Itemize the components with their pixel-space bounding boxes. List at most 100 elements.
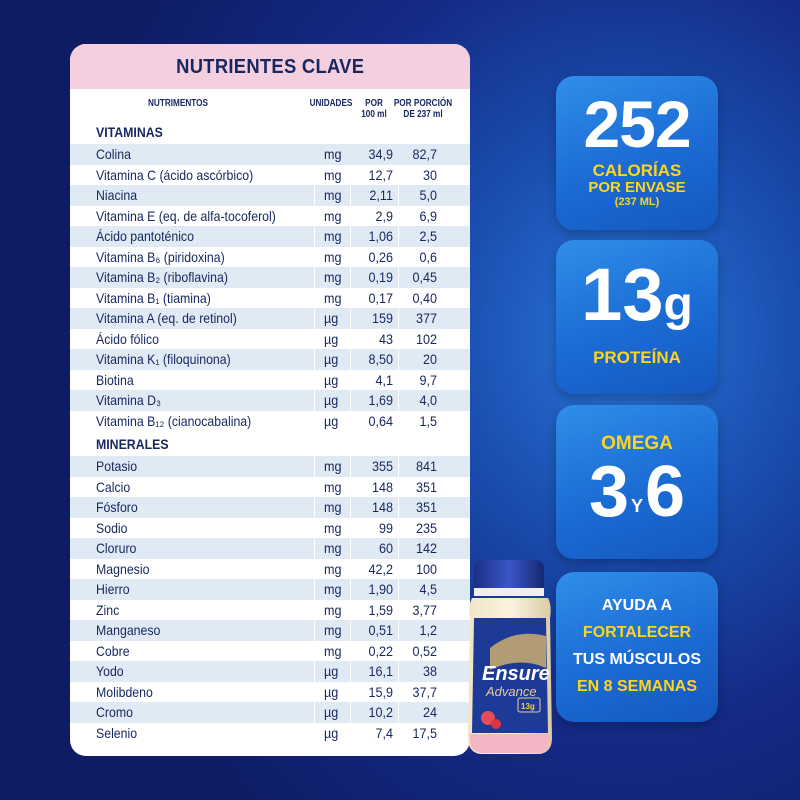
- nutrient-name: Molibdeno: [96, 683, 153, 700]
- nutrient-name: Zinc: [96, 601, 120, 618]
- claim-line-1: AYUDA A: [601, 597, 673, 614]
- value-per-portion: 6,9: [419, 207, 437, 224]
- nutrient-name: Vitamina K₁ (filoquinona): [96, 351, 231, 367]
- nutrient-name: Niacina: [96, 187, 138, 203]
- section-label-vitamins: VITAMINAS: [96, 124, 163, 140]
- nutrient-name: Vitamina A (eq. de retinol): [96, 310, 237, 326]
- table-row: Vitamina A (eq. de retinol) µg 159 377: [70, 308, 470, 329]
- value-per-portion: 38: [422, 663, 437, 679]
- table-row: Colina mg 34,9 82,7: [70, 144, 470, 165]
- value-per-portion: 351: [415, 499, 437, 515]
- column-header-per100: POR 100 ml: [361, 98, 387, 120]
- calories-volume: (237 ML): [614, 196, 660, 208]
- nutrient-unit: mg: [324, 207, 342, 224]
- value-per-portion: 841: [415, 458, 437, 474]
- nutrient-unit: µg: [324, 351, 339, 367]
- table-row: Sodio mg 99 235: [70, 518, 470, 539]
- column-header-unit: UNIDADES: [309, 98, 353, 109]
- nutrient-name: Sodio: [96, 519, 128, 536]
- value-per-100ml: 4,1: [375, 371, 393, 388]
- nutrient-name: Magnesio: [96, 560, 150, 577]
- value-per-portion: 1,2: [419, 622, 437, 638]
- table-row: Vitamina B₂ (riboflavina) mg 0,19 0,45: [70, 267, 470, 288]
- nutrient-unit: mg: [324, 187, 342, 203]
- nutrient-unit: mg: [324, 289, 342, 306]
- nutrient-name: Colina: [96, 146, 131, 162]
- ensure-bottle-image: Ensure Advance 13g: [468, 560, 552, 754]
- nutrient-unit: mg: [324, 478, 342, 495]
- value-per-100ml: 148: [371, 499, 393, 515]
- value-per-100ml: 7,4: [375, 724, 393, 741]
- table-row: Fósforo mg 148 351: [70, 497, 470, 518]
- bottle-badge: 13g: [521, 702, 535, 711]
- value-per-100ml: 1,59: [368, 601, 393, 618]
- table-row: Vitamina C (ácido ascórbico) mg 12,7 30: [70, 165, 470, 186]
- nutrient-unit: mg: [324, 146, 342, 162]
- omega-label: OMEGA: [601, 433, 673, 454]
- value-per-100ml: 34,9: [368, 146, 393, 162]
- value-per-100ml: 0,19: [368, 269, 393, 285]
- value-per-100ml: 0,51: [368, 622, 393, 638]
- nutrient-name: Vitamina B₁ (tiamina): [96, 289, 211, 306]
- calories-number: 252: [583, 87, 691, 161]
- nutrient-unit: mg: [324, 560, 342, 577]
- omega-tile: OMEGA 3 Y6: [556, 405, 718, 559]
- value-per-100ml: 148: [371, 478, 393, 495]
- nutrient-unit: mg: [324, 581, 342, 597]
- nutrient-unit: mg: [324, 601, 342, 618]
- value-per-portion: 4,5: [419, 581, 437, 597]
- claim-line-4: EN 8 SEMANAS: [576, 678, 698, 695]
- nutrient-unit: µg: [324, 663, 339, 679]
- value-per-portion: 17,5: [412, 724, 437, 741]
- table-row: Vitamina B₁₂ (cianocabalina) µg 0,64 1,5: [70, 411, 470, 432]
- nutrient-name: Vitamina E (eq. de alfa-tocoferol): [96, 207, 276, 224]
- calories-tile: 252 CALORÍAS POR ENVASE (237 ML): [556, 76, 718, 230]
- calories-per-container: POR ENVASE: [588, 179, 686, 196]
- nutrient-name: Selenio: [96, 724, 138, 741]
- nutrient-name: Fósforo: [96, 499, 138, 515]
- nutrient-name: Potasio: [96, 458, 138, 474]
- bottle-brand: Ensure: [482, 663, 550, 685]
- nutrient-unit: µg: [324, 392, 339, 408]
- value-per-100ml: 159: [371, 310, 393, 326]
- value-per-portion: 37,7: [412, 683, 437, 700]
- value-per-portion: 0,6: [419, 248, 437, 265]
- table-row: Ácido pantoténico mg 1,06 2,5: [70, 226, 470, 247]
- nutrient-unit: mg: [324, 642, 342, 659]
- nutrient-name: Manganeso: [96, 622, 161, 638]
- nutrition-table-card: NUTRIENTES CLAVE NUTRIMENTOS UNIDADES PO…: [70, 44, 470, 756]
- card-title: NUTRIENTES CLAVE: [175, 56, 365, 78]
- protein-label: PROTEÍNA: [593, 348, 681, 367]
- calories-label: CALORÍAS: [592, 161, 682, 180]
- column-header-per-portion: POR PORCIÓN DE 237 ml: [393, 98, 453, 120]
- table-row: Ácido fólico µg 43 102: [70, 329, 470, 350]
- value-per-100ml: 0,64: [368, 412, 393, 429]
- value-per-portion: 0,52: [412, 642, 437, 659]
- value-per-portion: 82,7: [412, 146, 437, 162]
- column-divider: [350, 176, 351, 746]
- table-row: Cobre mg 0,22 0,52: [70, 641, 470, 662]
- value-per-100ml: 2,11: [369, 187, 393, 203]
- value-per-portion: 235: [415, 519, 437, 536]
- table-row: Calcio mg 148 351: [70, 477, 470, 498]
- nutrient-name: Ácido pantoténico: [96, 228, 194, 244]
- nutrient-unit: mg: [324, 248, 342, 265]
- nutrient-name: Vitamina B₆ (piridoxina): [96, 248, 225, 265]
- nutrient-unit: mg: [324, 540, 342, 556]
- value-per-100ml: 42,2: [368, 560, 393, 577]
- value-per-portion: 3,77: [412, 601, 437, 618]
- value-per-100ml: 0,26: [368, 248, 393, 265]
- column-divider: [398, 176, 399, 746]
- value-per-portion: 102: [415, 330, 437, 347]
- value-per-portion: 100: [415, 560, 437, 577]
- nutrient-name: Vitamina B₂ (riboflavina): [96, 269, 228, 285]
- protein-tile: 13g PROTEÍNA: [556, 240, 718, 394]
- bottle-sub-brand: Advance: [485, 684, 537, 699]
- table-row: Vitamina E (eq. de alfa-tocoferol) mg 2,9 6…: [70, 206, 470, 227]
- value-per-portion: 0,40: [412, 289, 437, 306]
- nutrient-unit: µg: [324, 412, 339, 429]
- value-per-100ml: 12,7: [368, 166, 393, 183]
- table-row: Vitamina K₁ (filoquinona) µg 8,50 20: [70, 349, 470, 370]
- nutrient-unit: mg: [324, 228, 342, 244]
- table-row: Zinc mg 1,59 3,77: [70, 600, 470, 621]
